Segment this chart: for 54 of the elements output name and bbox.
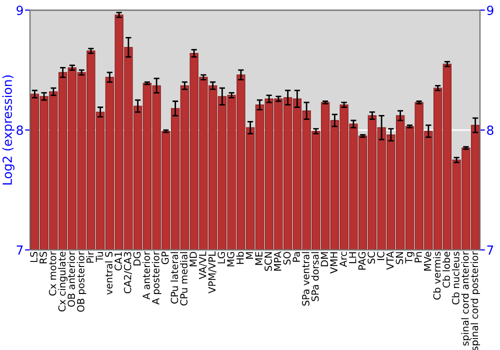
x-tick-label: M bbox=[246, 252, 253, 259]
x-tick-label: DM bbox=[320, 252, 328, 266]
x-tick-label: Arc bbox=[340, 252, 347, 267]
x-tick-label: CPu medial bbox=[180, 252, 188, 306]
x-tick-label: SC bbox=[368, 252, 376, 264]
x-tick-label: PAG bbox=[358, 252, 366, 270]
x-tick-label: Pir bbox=[86, 251, 94, 263]
x-tick-label: CA1 bbox=[114, 252, 122, 270]
y2-tick-label: 8 bbox=[487, 125, 494, 135]
x-tick-label: LG bbox=[218, 252, 226, 264]
x-tick-label: Tg bbox=[405, 252, 414, 264]
x-tick-label: SN bbox=[396, 252, 404, 264]
x-tick-label: SO bbox=[283, 252, 291, 264]
x-tick-label: VMH bbox=[330, 252, 338, 274]
x-tick-label: Cb vermis bbox=[433, 252, 441, 300]
x-tick-label: Cx cingulate bbox=[58, 252, 68, 312]
x-tick-label: ME bbox=[255, 252, 262, 265]
y-axis-title: Log2 (expression) bbox=[2, 75, 14, 185]
x-tick-label: DG bbox=[133, 252, 141, 266]
x-tick-label: IC bbox=[377, 252, 384, 260]
x-tick-label: RS bbox=[40, 252, 47, 264]
y-tick-label: 9 bbox=[16, 6, 23, 16]
y2-tick-label: 9 bbox=[487, 6, 494, 16]
x-tick-label: VA/VL bbox=[199, 251, 208, 280]
x-tick-label: OB anterior bbox=[67, 251, 76, 307]
x-tick-label: Pa bbox=[292, 252, 300, 262]
x-tick-label: spinal cord anterior bbox=[461, 251, 471, 346]
x-tick-label: SCN bbox=[264, 252, 272, 271]
x-tick-label: Hb bbox=[236, 252, 244, 264]
y2-tick-label: 7 bbox=[487, 246, 494, 255]
x-tick-label: A posterior bbox=[152, 251, 162, 305]
x-tick-label: GP bbox=[161, 252, 169, 264]
x-tick-label: OB posterior bbox=[76, 251, 86, 312]
y-tick-label: 8 bbox=[16, 125, 23, 135]
x-tick-label: SPa dorsal bbox=[311, 252, 319, 302]
x-tick-label: SPa ventral bbox=[302, 252, 310, 306]
y-tick-label: 7 bbox=[16, 246, 23, 255]
x-tick-label: CPu lateral bbox=[170, 252, 178, 304]
x-tick-label: Tu bbox=[96, 252, 104, 262]
x-tick-label: MPA bbox=[274, 251, 282, 271]
x-tick-label: Cb nucleus bbox=[452, 252, 460, 304]
x-tick-label: MVe bbox=[424, 252, 432, 271]
x-tick-label: MD bbox=[190, 252, 197, 266]
x-tick-label: VTA bbox=[386, 251, 394, 270]
x-tick-label: Cb lobe bbox=[442, 252, 450, 288]
x-tick-label: LS bbox=[30, 252, 38, 262]
x-tick-label: MG bbox=[227, 252, 234, 266]
x-tick-label: CA2/CA3 bbox=[124, 252, 132, 294]
x-tick-label: LH bbox=[349, 252, 356, 264]
x-tick-label: Cx motor bbox=[48, 251, 56, 296]
x-tick-label: A anterior bbox=[142, 251, 150, 300]
x-tick-label: VPM/VPL bbox=[208, 251, 216, 294]
x-tick-label: ventral S bbox=[104, 252, 113, 295]
x-tick-label: Pn bbox=[414, 252, 422, 262]
